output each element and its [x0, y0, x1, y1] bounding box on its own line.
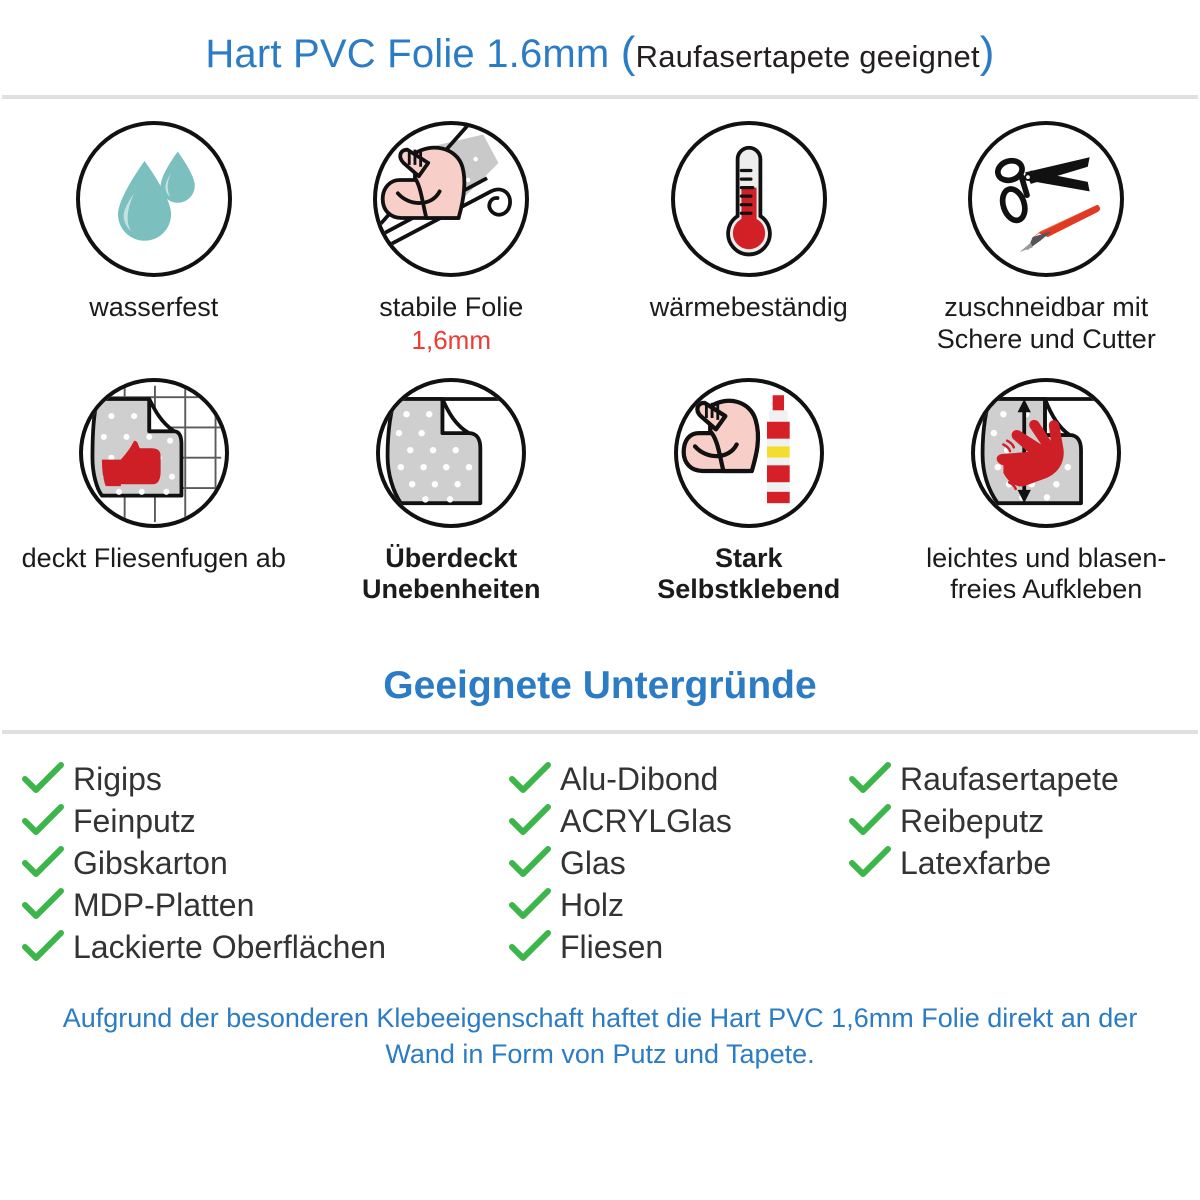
list-item: Rigips — [22, 758, 509, 800]
thermometer-icon — [670, 121, 827, 277]
strong-arm-film-roll-icon — [373, 121, 530, 277]
list-item: Reibeputz — [849, 800, 1200, 842]
list-item-label: Holz — [560, 886, 625, 923]
checklist-column-3: Raufasertapete Reibeputz Latexfarbe — [849, 758, 1200, 968]
page-title: Hart PVC Folie 1.6mm (Raufasertapete gee… — [0, 0, 1200, 78]
list-item-label: Gibskarton — [73, 844, 228, 881]
list-item: Fliesen — [509, 926, 849, 968]
feature-zuschneidbar: zuschneidbar mit Schere und Cutter — [898, 121, 1196, 356]
list-item-label: Latexfarbe — [900, 844, 1052, 881]
check-icon — [22, 845, 64, 880]
list-item: Latexfarbe — [849, 842, 1200, 884]
list-item-label: Rigips — [73, 760, 162, 797]
list-item: Glas — [509, 842, 849, 884]
smoothing-hand-icon — [971, 377, 1122, 528]
section-divider — [2, 729, 1198, 734]
water-drops-icon — [75, 121, 232, 277]
list-item: ACRYLGlas — [509, 800, 849, 842]
list-item: Lackierte Oberflächen — [22, 926, 509, 968]
dotted-sheet-icon — [376, 377, 527, 528]
list-item: Alu-Dibond — [509, 758, 849, 800]
feature-blasenfreies-aufkleben: leichtes und blasen- freies Aufkleben — [898, 377, 1196, 606]
feature-label: zuschneidbar mit Schere und Cutter — [936, 292, 1156, 354]
check-icon — [22, 761, 64, 796]
check-icon — [849, 803, 891, 838]
check-icon — [22, 803, 64, 838]
list-item: Raufasertapete — [849, 758, 1200, 800]
list-item-label: ACRYLGlas — [560, 802, 732, 839]
strong-arm-glue-tube-icon — [673, 377, 824, 528]
footer-note: Aufgrund der besonderen Klebeeigenschaft… — [62, 1002, 1138, 1070]
check-icon — [509, 845, 551, 880]
feature-stark-selbstklebend: Stark Selbstklebend — [600, 377, 898, 606]
feature-label: Stark Selbstklebend — [657, 542, 841, 605]
list-item: Holz — [509, 884, 849, 926]
list-item-label: Feinputz — [73, 802, 196, 839]
check-icon — [849, 845, 891, 880]
checklist-column-2: Alu-Dibond ACRYLGlas Glas Holz Fliesen — [509, 758, 849, 968]
title-paren-close: ) — [979, 28, 995, 77]
thumbs-up-tiles-icon — [78, 377, 229, 528]
feature-label: stabile Folie — [379, 292, 524, 322]
page-title-main: Hart PVC Folie 1.6mm — [205, 32, 610, 76]
check-icon — [509, 887, 551, 922]
feature-grid-row-2: deckt Fliesenfugen ab Überdeckt Unebenhe… — [5, 356, 1195, 606]
page-title-sub: Raufasertapete geeignet — [635, 39, 980, 74]
feature-waermebestaendig: wärmebeständig — [600, 121, 898, 356]
feature-label: wärmebeständig — [649, 292, 848, 322]
scissors-cutter-icon — [968, 121, 1125, 277]
feature-wasserfest: wasserfest — [5, 121, 303, 356]
check-icon — [509, 803, 551, 838]
list-item: Gibskarton — [22, 842, 509, 884]
feature-ueberdeckt-unebenheiten: Überdeckt Unebenheiten — [303, 377, 601, 606]
list-item-label: Fliesen — [560, 928, 664, 965]
list-item-label: Raufasertapete — [900, 760, 1119, 797]
feature-label: deckt Fliesenfugen ab — [21, 542, 286, 573]
section-heading-untergruende: Geeignete Untergründe — [383, 663, 817, 707]
header-divider — [2, 95, 1198, 99]
feature-label: wasserfest — [89, 292, 219, 322]
list-item: MDP-Platten — [22, 884, 509, 926]
check-icon — [22, 929, 64, 964]
checklist-column-1: Rigips Feinputz Gibskarton MDP-Platten L… — [22, 758, 509, 968]
check-icon — [509, 929, 551, 964]
feature-thickness-label: 1,6mm — [411, 324, 491, 355]
checklist-grid: Rigips Feinputz Gibskarton MDP-Platten L… — [0, 734, 1200, 968]
check-icon — [849, 761, 891, 796]
feature-label: leichtes und blasen- freies Aufkleben — [926, 542, 1167, 605]
list-item-label: MDP-Platten — [73, 886, 255, 923]
list-item-label: Alu-Dibond — [560, 760, 719, 797]
list-item-label: Reibeputz — [900, 802, 1045, 839]
title-paren-open: ( — [620, 28, 636, 77]
check-icon — [22, 887, 64, 922]
list-item-label: Lackierte Oberflächen — [73, 928, 387, 965]
check-icon — [509, 761, 551, 796]
feature-label: Überdeckt Unebenheiten — [361, 542, 541, 605]
list-item: Feinputz — [22, 800, 509, 842]
list-item-label: Glas — [560, 844, 626, 881]
feature-grid-row-1: wasserfest stabile Folie 1,6mm — [5, 99, 1195, 356]
feature-deckt-fliesenfugen: deckt Fliesenfugen ab — [5, 377, 303, 606]
feature-stabile-folie: stabile Folie 1,6mm — [303, 121, 601, 356]
